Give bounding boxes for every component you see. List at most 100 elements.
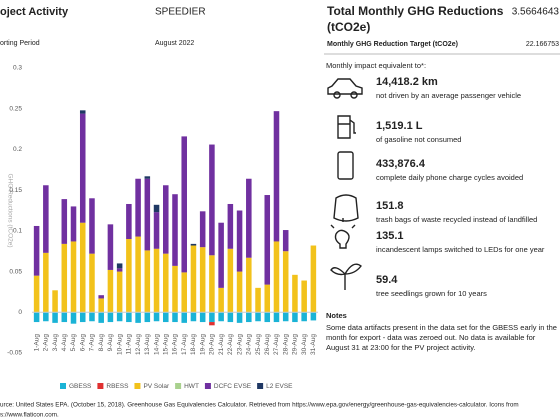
bar-segment	[209, 144, 215, 256]
bar-segment	[144, 312, 151, 323]
bar-segment	[181, 136, 187, 273]
bar-segment	[218, 312, 224, 322]
bar-segment	[135, 236, 141, 313]
bar-segment	[163, 312, 169, 323]
impact-text: not driven by an average passenger vehic…	[376, 91, 521, 100]
x-tick-label: 4-Aug	[61, 334, 68, 352]
bar-segment	[144, 176, 151, 179]
bar-segment	[255, 287, 261, 313]
bar-segment	[209, 255, 215, 313]
impact-value: 135.1	[376, 230, 404, 242]
x-tick-label: 30-Aug	[301, 334, 308, 355]
bag-icon	[333, 194, 359, 222]
legend-swatch	[257, 383, 264, 389]
x-tick-label: 8-Aug	[98, 334, 105, 352]
y-tick-label: -0.05	[7, 350, 22, 357]
wheel	[333, 91, 341, 99]
bar-segment	[61, 312, 68, 323]
bar-segment	[116, 268, 123, 272]
plant-icon	[330, 263, 362, 290]
bar-segment	[264, 195, 271, 285]
x-tick-label: 5-Aug	[70, 334, 77, 352]
phone-icon	[337, 151, 354, 180]
bar-segment	[70, 241, 77, 313]
bar-segment	[218, 287, 224, 313]
bar-segment	[33, 225, 40, 276]
bar-segment	[107, 269, 114, 313]
bar-segment	[153, 312, 160, 322]
bar-segment	[292, 274, 298, 313]
period: August 2022	[155, 40, 194, 47]
bar-segment	[273, 312, 280, 323]
bar-segment	[116, 263, 123, 269]
footer-line: urce: United States EPA. (October 15, 20…	[0, 402, 519, 409]
bar-segment	[264, 312, 271, 323]
x-tick-label: 21-Aug	[218, 334, 225, 355]
bar-segment	[301, 280, 307, 313]
bar-segment	[98, 295, 104, 299]
legend-label: GBESS	[69, 383, 92, 390]
legend-swatch	[134, 383, 141, 389]
bar-segment	[172, 312, 178, 323]
impact-value: 14,418.2 km	[376, 76, 438, 88]
right-panel: 14,418.2 km not driven by an average pass…	[0, 76, 557, 419]
legend-label: RBESS	[106, 383, 129, 390]
note-line: month for export - data was zeroed out. …	[326, 333, 536, 342]
bar-segment	[33, 275, 40, 313]
x-tick-label: 18-Aug	[190, 334, 197, 355]
wheel	[350, 91, 358, 99]
bar-segment	[310, 245, 317, 313]
bar-segment	[301, 312, 307, 322]
bar-segment	[282, 230, 289, 252]
bar-segment	[116, 312, 123, 322]
x-tick-label: 29-Aug	[292, 334, 299, 355]
icons	[327, 78, 363, 290]
bar-segment	[135, 312, 141, 323]
x-tick-label: 26-Aug	[264, 334, 271, 355]
bar-segment	[310, 312, 317, 321]
notes-title: Notes	[326, 311, 347, 320]
bar-segment	[163, 253, 169, 313]
bar-segment	[70, 206, 77, 242]
impact-text: trash bags of waste recycled instead of …	[376, 215, 537, 224]
impact-text: incandescent lamps switched to LEDs for …	[376, 245, 545, 254]
bar-segment	[190, 245, 197, 313]
bar-segment	[70, 312, 77, 324]
x-tick-label: 31-Aug	[310, 334, 317, 355]
impacts-title: Monthly impact equivalent to*:	[326, 61, 426, 70]
car-icon	[327, 78, 363, 95]
impact-text: complete daily phone charge cycles avoid…	[376, 173, 523, 182]
bar-segment	[126, 203, 132, 239]
legend-label: DCFC EVSE	[214, 383, 252, 390]
y-tick-label: 0.15	[9, 187, 22, 194]
bar-segment	[264, 284, 271, 313]
target-value: 22.166753	[526, 41, 559, 48]
x-tick-label: 6-Aug	[79, 334, 86, 352]
bar-segment	[79, 110, 86, 114]
bar-segment	[227, 312, 234, 323]
x-tick-label: 23-Aug	[236, 334, 243, 355]
note-line: August 31 at 23:00 for the PV project ac…	[326, 343, 476, 352]
x-tick-label: 11-Aug	[126, 334, 133, 355]
bar-segment	[172, 194, 178, 266]
bar-segment	[52, 312, 58, 323]
x-tick-label: 20-Aug	[209, 334, 216, 355]
y-tick-label: 0.3	[13, 65, 22, 72]
x-tick-label: 12-Aug	[135, 334, 142, 355]
x-tick-label: 3-Aug	[52, 334, 59, 352]
bar-segment	[199, 247, 206, 313]
y-tick-label: 0.25	[9, 105, 22, 112]
bar-segment	[282, 251, 289, 313]
x-tick-label: 14-Aug	[153, 334, 160, 355]
y-tick-label: 0.2	[13, 146, 22, 153]
impact-text: of gasoline not consumed	[376, 135, 461, 144]
impact-text: tree seedlings grown for 10 years	[376, 289, 487, 298]
bar-segment	[79, 222, 86, 313]
bar-segment	[236, 271, 243, 313]
x-tick-label: 16-Aug	[172, 334, 179, 355]
impact-value: 151.8	[376, 200, 404, 212]
bar-segment	[153, 204, 160, 213]
bar-segment	[227, 248, 234, 313]
bar-segment	[273, 241, 280, 313]
bar-segment	[126, 312, 132, 323]
